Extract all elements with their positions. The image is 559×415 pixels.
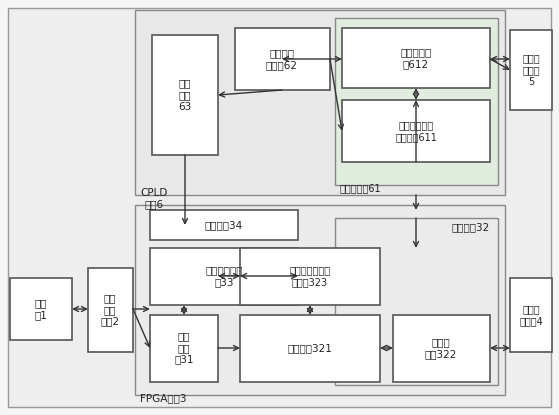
Bar: [342, 28, 490, 88]
Text: 控制模块32: 控制模块32: [452, 222, 490, 232]
Bar: [150, 315, 218, 382]
Bar: [152, 35, 218, 155]
Text: 外部存
储模块
5: 外部存 储模块 5: [522, 54, 540, 87]
Bar: [150, 210, 298, 240]
Text: 上位
机1: 上位 机1: [35, 298, 48, 320]
Text: 配置模块34: 配置模块34: [205, 220, 243, 230]
Text: FPGA模块3: FPGA模块3: [140, 393, 187, 403]
Bar: [150, 248, 298, 305]
Bar: [510, 30, 552, 110]
Bar: [10, 278, 72, 340]
Bar: [510, 278, 552, 352]
Text: 接口
收发
模块2: 接口 收发 模块2: [101, 293, 120, 327]
Text: CPLD
模块6: CPLD 模块6: [140, 188, 167, 210]
Text: 存储控制块61: 存储控制块61: [340, 183, 382, 193]
Text: 软核处理器模
块33: 软核处理器模 块33: [205, 265, 243, 287]
Bar: [342, 100, 490, 162]
Bar: [335, 218, 498, 385]
Text: 缓存控
制块322: 缓存控 制块322: [425, 337, 457, 359]
Text: 从外部存储接
口控制块611: 从外部存储接 口控制块611: [395, 120, 437, 142]
Text: 外部缓
存模块4: 外部缓 存模块4: [519, 304, 543, 326]
Bar: [240, 248, 380, 305]
Text: 软核处理
器模块62: 软核处理 器模块62: [266, 48, 298, 70]
Text: 主控制块321: 主控制块321: [287, 343, 333, 353]
Bar: [135, 10, 505, 195]
Bar: [240, 315, 380, 382]
Bar: [235, 28, 330, 90]
Text: 存储控制子
块612: 存储控制子 块612: [400, 47, 432, 69]
Bar: [335, 18, 498, 185]
Text: 加载
模块
63: 加载 模块 63: [178, 78, 192, 112]
Text: 主外部存储接口
控制块323: 主外部存储接口 控制块323: [290, 265, 330, 287]
Text: 协议
栈模
块31: 协议 栈模 块31: [174, 332, 194, 365]
Bar: [88, 268, 133, 352]
Bar: [135, 205, 505, 395]
Bar: [393, 315, 490, 382]
